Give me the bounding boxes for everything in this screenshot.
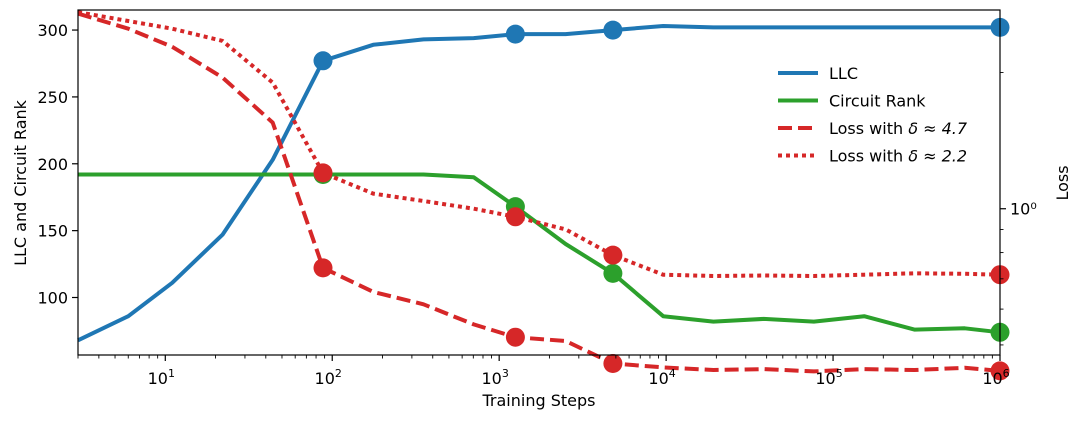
marker-loss-with-4-7 xyxy=(603,354,623,373)
y-left-tick-label: 100 xyxy=(37,289,68,308)
marker-loss-with-2-2 xyxy=(603,245,623,265)
legend-label-llc: LLC xyxy=(829,64,858,83)
series-lines xyxy=(77,10,1001,374)
series-line-llc xyxy=(77,24,1000,343)
legend: LLC Circuit Rank Loss with δ ≈ 4.7 Loss wit… xyxy=(778,64,968,166)
series-line-loss-with-2-2 xyxy=(77,10,1001,278)
series-line-circuit-rank xyxy=(78,172,1001,335)
x-tick-label: 106 xyxy=(982,367,1009,388)
marker-llc xyxy=(603,20,623,40)
series-markers xyxy=(313,17,1010,381)
x-tick-label: 101 xyxy=(148,367,175,388)
x-tick-label: 105 xyxy=(815,367,842,388)
marker-llc xyxy=(505,24,525,44)
y-axis-left-label: LLC and Circuit Rank xyxy=(11,99,30,266)
x-tick-label: 102 xyxy=(315,367,342,388)
x-tick-label: 104 xyxy=(648,367,675,388)
marker-circuit-rank xyxy=(603,263,623,283)
legend-label-circuit-rank: Circuit Rank xyxy=(829,92,926,111)
axes xyxy=(77,9,1001,356)
y-left-tick-label: 250 xyxy=(37,88,68,107)
x-axis-label: Training Steps xyxy=(482,391,596,410)
marker-loss-with-4-7 xyxy=(505,327,525,347)
y-left-tick-label: 300 xyxy=(37,21,68,40)
legend-label-loss-with-4-7: Loss with δ ≈ 4.7 xyxy=(829,119,968,138)
marker-loss-with-4-7 xyxy=(313,258,333,278)
marker-llc xyxy=(313,51,333,71)
marker-loss-with-2-2 xyxy=(505,207,525,227)
x-tick-label: 103 xyxy=(481,367,508,388)
plot-frame xyxy=(77,9,1001,356)
series-line-loss-with-4-7 xyxy=(77,11,1001,374)
marker-loss-with-2-2 xyxy=(313,163,333,183)
y-axis-right-label: Loss xyxy=(1053,165,1072,200)
y-right-tick-label: 10⁰ xyxy=(1010,200,1037,219)
marker-loss-with-4-7 xyxy=(990,361,1010,381)
ticks: 101 102 103 104 105 106 100 150 200 250 300 10⁰ xyxy=(37,21,1036,388)
y-left-tick-label: 200 xyxy=(37,155,68,174)
y-left-tick-label: 150 xyxy=(37,222,68,241)
legend-label-loss-with-2-2: Loss with δ ≈ 2.2 xyxy=(829,147,967,166)
